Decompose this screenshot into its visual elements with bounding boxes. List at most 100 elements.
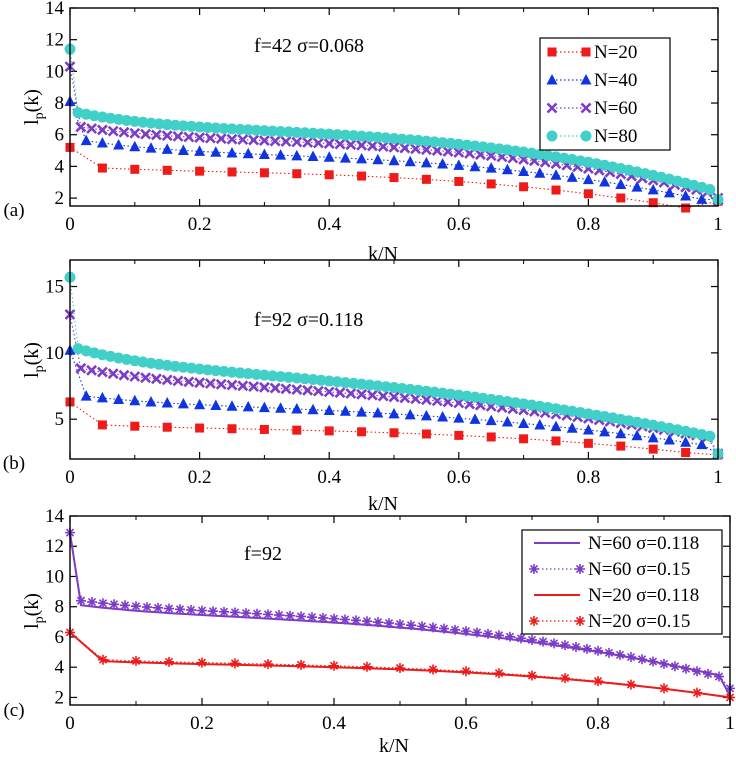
x-tick-label: 1 (725, 713, 735, 734)
y-axis-label: lp(k) (21, 593, 47, 629)
data-point (648, 198, 658, 208)
x-tick-label: 0 (65, 713, 75, 734)
data-point (121, 353, 133, 365)
data-point (194, 132, 206, 144)
data-point (380, 132, 392, 144)
data-point (607, 412, 619, 424)
x-tick-label: 0.2 (188, 467, 212, 488)
data-point (692, 666, 702, 677)
data-point (194, 377, 206, 389)
data-point (501, 416, 513, 427)
data-point (582, 408, 594, 420)
data-point (129, 140, 141, 152)
data-point (648, 656, 658, 667)
data-point (518, 165, 530, 176)
data-point (461, 139, 473, 151)
data-point (145, 142, 157, 153)
x-tick-label: 0.8 (586, 713, 610, 734)
data-point (404, 155, 416, 167)
data-point (237, 380, 249, 392)
data-point (362, 661, 372, 672)
data-point (118, 126, 130, 138)
data-point (549, 638, 559, 649)
data-point (366, 140, 378, 152)
legend-marker (546, 102, 558, 114)
data-point (120, 600, 130, 611)
data-point (296, 659, 306, 670)
legend-label: N=20 σ=0.15 (588, 611, 690, 632)
data-point (339, 377, 351, 389)
data-point (275, 371, 287, 383)
data-point (571, 641, 581, 652)
data-point (469, 140, 481, 152)
y-tick-label: 15 (45, 277, 64, 298)
legend-marker (575, 616, 585, 626)
data-point (161, 359, 173, 371)
y-tick-label: 4 (55, 156, 65, 177)
data-point (334, 138, 346, 150)
data-point (477, 392, 489, 404)
data-point (493, 143, 505, 155)
data-point (194, 363, 206, 375)
x-tick-label: 0.6 (447, 467, 471, 488)
data-point (623, 415, 635, 427)
annotation: f=42 σ=0.068 (254, 35, 364, 57)
y-tick-label: 6 (55, 125, 65, 146)
data-point (357, 427, 367, 437)
data-point (113, 352, 125, 364)
data-point (366, 389, 378, 401)
data-point (560, 640, 570, 651)
data-point (218, 365, 230, 377)
data-point (161, 396, 173, 408)
data-point (318, 612, 328, 623)
data-point (357, 171, 367, 181)
legend-label: N=40 (594, 70, 637, 91)
data-point (583, 438, 593, 448)
data-point (412, 384, 424, 396)
data-point (404, 383, 416, 395)
data-point (186, 362, 197, 374)
data-point (80, 134, 92, 146)
y-tick-label: 2 (55, 188, 65, 209)
data-point (388, 391, 400, 403)
data-point (428, 622, 438, 633)
data-point (194, 145, 206, 156)
legend-marker (546, 74, 558, 85)
data-point (615, 413, 627, 425)
data-point (526, 399, 538, 411)
data-point (453, 389, 465, 401)
data-point (226, 147, 238, 158)
data-point (501, 144, 513, 156)
data-point (242, 400, 254, 412)
data-point (177, 120, 189, 132)
data-point (670, 661, 680, 672)
data-point (280, 383, 292, 395)
data-point (263, 609, 273, 620)
data-point (445, 388, 457, 400)
data-point (118, 369, 130, 381)
x-tick-label: 0.6 (454, 713, 478, 734)
data-point (615, 178, 627, 189)
data-point (113, 113, 125, 125)
data-point (388, 141, 400, 153)
data-point (197, 657, 207, 668)
data-point (292, 169, 302, 179)
data-point (477, 141, 489, 153)
data-point (389, 428, 399, 438)
data-point (162, 422, 172, 432)
data-point (267, 370, 278, 382)
data-point (566, 405, 578, 417)
series-line (69, 101, 719, 201)
data-point (226, 400, 238, 411)
data-point (186, 120, 197, 132)
data-point (396, 382, 408, 394)
y-tick-label: 14 (45, 506, 65, 527)
legend-marker (575, 564, 585, 574)
x-axis-label: k/N (368, 493, 398, 515)
data-point (453, 138, 465, 150)
annotation: f=92 (244, 543, 282, 565)
data-point (197, 605, 207, 616)
data-point (472, 627, 482, 638)
data-point (283, 126, 295, 138)
data-point (129, 355, 141, 367)
